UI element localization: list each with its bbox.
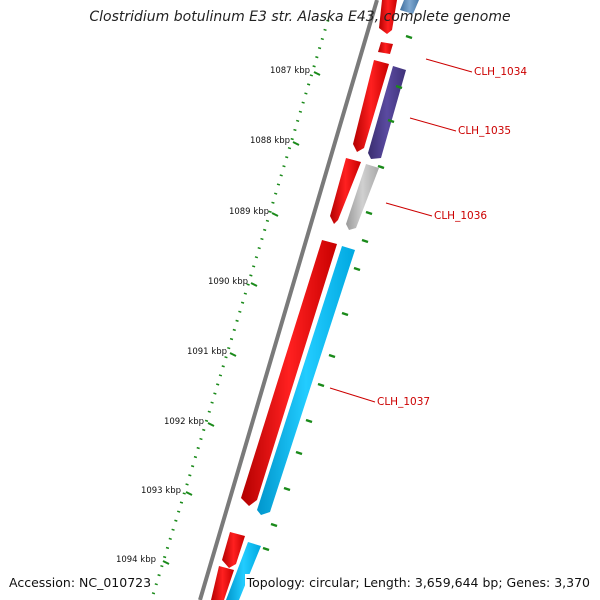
cds-feature — [400, 0, 419, 14]
cds-feature — [330, 158, 361, 224]
cds-feature — [211, 566, 234, 600]
gene-label-clh-1037[interactable]: CLH_1037 — [377, 396, 430, 408]
kbp-tick-marks — [162, 71, 321, 565]
kbp-dotted-ring — [150, 19, 330, 599]
gene-label-clh-1036[interactable]: CLH_1036 — [434, 210, 487, 222]
gene-labels: CLH_1034 CLH_1035 CLH_1036 CLH_1037 — [377, 66, 527, 408]
gene-callout-lines — [329, 58, 473, 403]
outer-dashed-ring — [262, 34, 413, 552]
accession-text: Accession: NC_010723 — [7, 574, 154, 591]
gene-label-clh-1035[interactable]: CLH_1035 — [458, 125, 511, 137]
cds-feature — [241, 240, 337, 506]
gene-label-clh-1034[interactable]: CLH_1034 — [474, 66, 527, 78]
cds-feature — [346, 164, 379, 230]
genome-backbone — [198, 0, 379, 600]
reverse-strand-cds — [226, 0, 419, 600]
cds-feature — [353, 60, 389, 152]
kbp-label: 1093 kbp — [141, 486, 181, 496]
forward-strand-cds — [211, 0, 397, 600]
kbp-label: 1091 kbp — [187, 347, 227, 357]
map-title: Clostridium botulinum E3 str. Alaska E43… — [89, 9, 511, 25]
kbp-label: 1092 kbp — [164, 417, 204, 427]
kbp-label: 1094 kbp — [116, 555, 156, 565]
kbp-label: 1087 kbp — [270, 66, 310, 76]
cds-feature — [222, 532, 245, 568]
kbp-label: 1090 kbp — [208, 277, 248, 287]
kbp-label: 1088 kbp — [250, 136, 290, 146]
cds-feature — [257, 246, 355, 515]
genome-summary-text: Topology: circular; Length: 3,659,644 bp… — [244, 574, 592, 591]
cds-feature — [368, 66, 406, 159]
kbp-label: 1089 kbp — [229, 207, 269, 217]
cds-feature — [226, 542, 261, 600]
cds-feature — [378, 42, 393, 54]
cds-feature — [379, 0, 397, 34]
kbp-labels: 1087 kbp 1088 kbp 1089 kbp 1090 kbp 1091… — [116, 66, 310, 565]
